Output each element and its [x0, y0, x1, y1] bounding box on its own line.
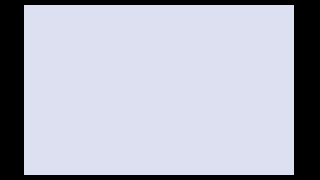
- Bar: [49, 9, 54, 15]
- Bar: [38, 21, 44, 27]
- Bar: [38, 15, 44, 21]
- Bar: [27, 15, 33, 21]
- Bar: [49, 33, 54, 40]
- FancyBboxPatch shape: [60, 99, 226, 165]
- Text: TY: TY: [180, 56, 194, 66]
- Bar: [44, 21, 49, 27]
- Text: EMS: EMS: [110, 56, 136, 66]
- Bar: [38, 9, 44, 15]
- Bar: [27, 9, 33, 15]
- Text: SYSTEMS: SYSTEMS: [119, 146, 167, 155]
- Text: 7: 7: [234, 90, 239, 99]
- Bar: [27, 33, 33, 40]
- Bar: [33, 21, 38, 27]
- Text: (E + M + S + T + Y): (E + M + S + T + Y): [51, 98, 156, 108]
- Text: 3: 3: [169, 49, 174, 58]
- Bar: [33, 27, 38, 33]
- Text: Lec 10W-6: Lec 10W-6: [269, 169, 292, 173]
- Bar: [33, 9, 38, 15]
- Bar: [49, 21, 54, 27]
- Bar: [33, 33, 38, 40]
- Text: The number of ways to: The number of ways to: [70, 107, 153, 113]
- Bar: [44, 9, 49, 15]
- Text: rearrange the letters in: rearrange the letters in: [70, 124, 154, 130]
- Bar: [44, 27, 49, 33]
- Bar: [44, 15, 49, 21]
- Bar: [27, 27, 33, 33]
- Text: in the expansion of: in the expansion of: [113, 77, 194, 86]
- Text: ?: ?: [242, 98, 250, 108]
- Bar: [38, 27, 44, 33]
- Bar: [27, 21, 33, 27]
- Bar: [49, 27, 54, 33]
- Bar: [38, 33, 44, 40]
- Text: the word: the word: [70, 141, 102, 147]
- Bar: [49, 15, 54, 21]
- Bar: [33, 15, 38, 21]
- Bar: [44, 33, 49, 40]
- Text: Albert R Meyer   April 28, 2011: Albert R Meyer April 28, 2011: [125, 169, 193, 173]
- Text: multinomials: multinomials: [143, 13, 219, 23]
- Text: What is the coefficient of: What is the coefficient of: [120, 35, 226, 44]
